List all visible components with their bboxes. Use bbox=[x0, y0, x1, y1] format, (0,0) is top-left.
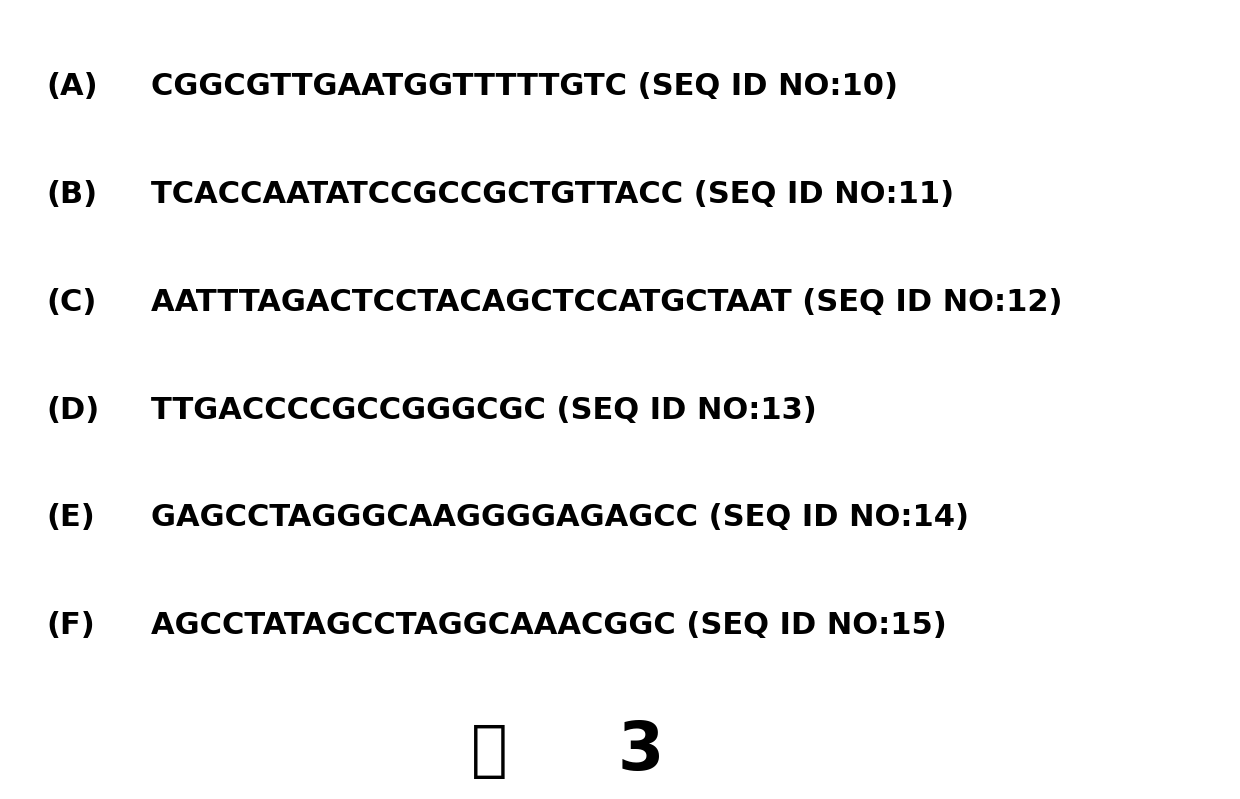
Text: (A): (A) bbox=[47, 72, 98, 101]
Text: GAGCCTAGGGCAAGGGGAGAGCC (SEQ ID NO:14): GAGCCTAGGGCAAGGGGAGAGCC (SEQ ID NO:14) bbox=[151, 503, 970, 532]
Text: (F): (F) bbox=[47, 611, 95, 640]
Text: (E): (E) bbox=[47, 503, 95, 532]
Text: (B): (B) bbox=[47, 180, 98, 209]
Text: 3: 3 bbox=[618, 718, 663, 784]
Text: AATTTAGACTCCTACAGCTCCATGCTAAT (SEQ ID NO:12): AATTTAGACTCCTACAGCTCCATGCTAAT (SEQ ID NO… bbox=[151, 288, 1063, 316]
Text: (D): (D) bbox=[47, 396, 100, 424]
Text: TCACCAATATCCGCCGCTGTTACC (SEQ ID NO:11): TCACCAATATCCGCCGCTGTTACC (SEQ ID NO:11) bbox=[151, 180, 955, 209]
Text: (C): (C) bbox=[47, 288, 97, 316]
Text: AGCCTATAGCCTAGGCAAACGGC (SEQ ID NO:15): AGCCTATAGCCTAGGCAAACGGC (SEQ ID NO:15) bbox=[151, 611, 947, 640]
Text: 图: 图 bbox=[471, 721, 507, 781]
Text: CGGCGTTGAATGGTTTTTGTC (SEQ ID NO:10): CGGCGTTGAATGGTTTTTGTC (SEQ ID NO:10) bbox=[151, 72, 899, 101]
Text: TTGACCCCGCCGGGCGC (SEQ ID NO:13): TTGACCCCGCCGGGCGC (SEQ ID NO:13) bbox=[151, 396, 817, 424]
